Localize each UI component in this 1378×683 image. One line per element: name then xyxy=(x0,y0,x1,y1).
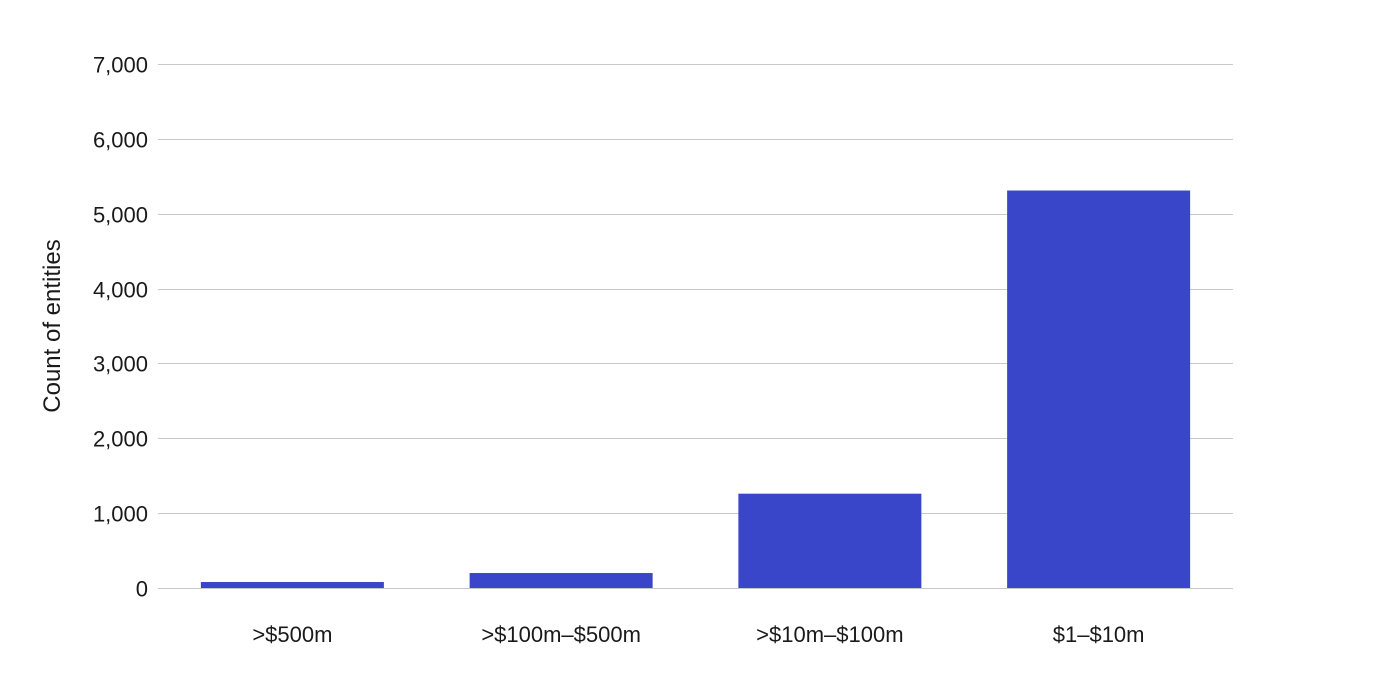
x-axis-ticks: >$500m >$100m–$500m >$10m–$100m $1–$10m xyxy=(252,622,1144,647)
bar xyxy=(1007,190,1191,588)
bar xyxy=(469,573,653,588)
gridlines xyxy=(158,64,1233,589)
y-tick-label: 6,000 xyxy=(93,128,148,153)
y-tick-label: 0 xyxy=(136,577,148,602)
x-tick-label: >$100m–$500m xyxy=(481,622,641,647)
y-axis-ticks: 0 1,000 2,000 3,000 4,000 5,000 6,000 7,000 xyxy=(93,53,148,602)
y-tick-label: 4,000 xyxy=(93,278,148,303)
y-tick-label: 2,000 xyxy=(93,427,148,452)
bar xyxy=(200,582,384,588)
x-tick-label: $1–$10m xyxy=(1053,622,1145,647)
y-tick-label: 1,000 xyxy=(93,502,148,527)
y-axis-title: Count of entities xyxy=(39,239,66,412)
x-tick-label: >$10m–$100m xyxy=(756,622,903,647)
y-tick-label: 5,000 xyxy=(93,203,148,228)
bars xyxy=(200,190,1191,588)
y-tick-label: 3,000 xyxy=(93,352,148,377)
y-tick-label: 7,000 xyxy=(93,53,148,78)
x-tick-label: >$500m xyxy=(252,622,332,647)
bar xyxy=(738,493,922,588)
